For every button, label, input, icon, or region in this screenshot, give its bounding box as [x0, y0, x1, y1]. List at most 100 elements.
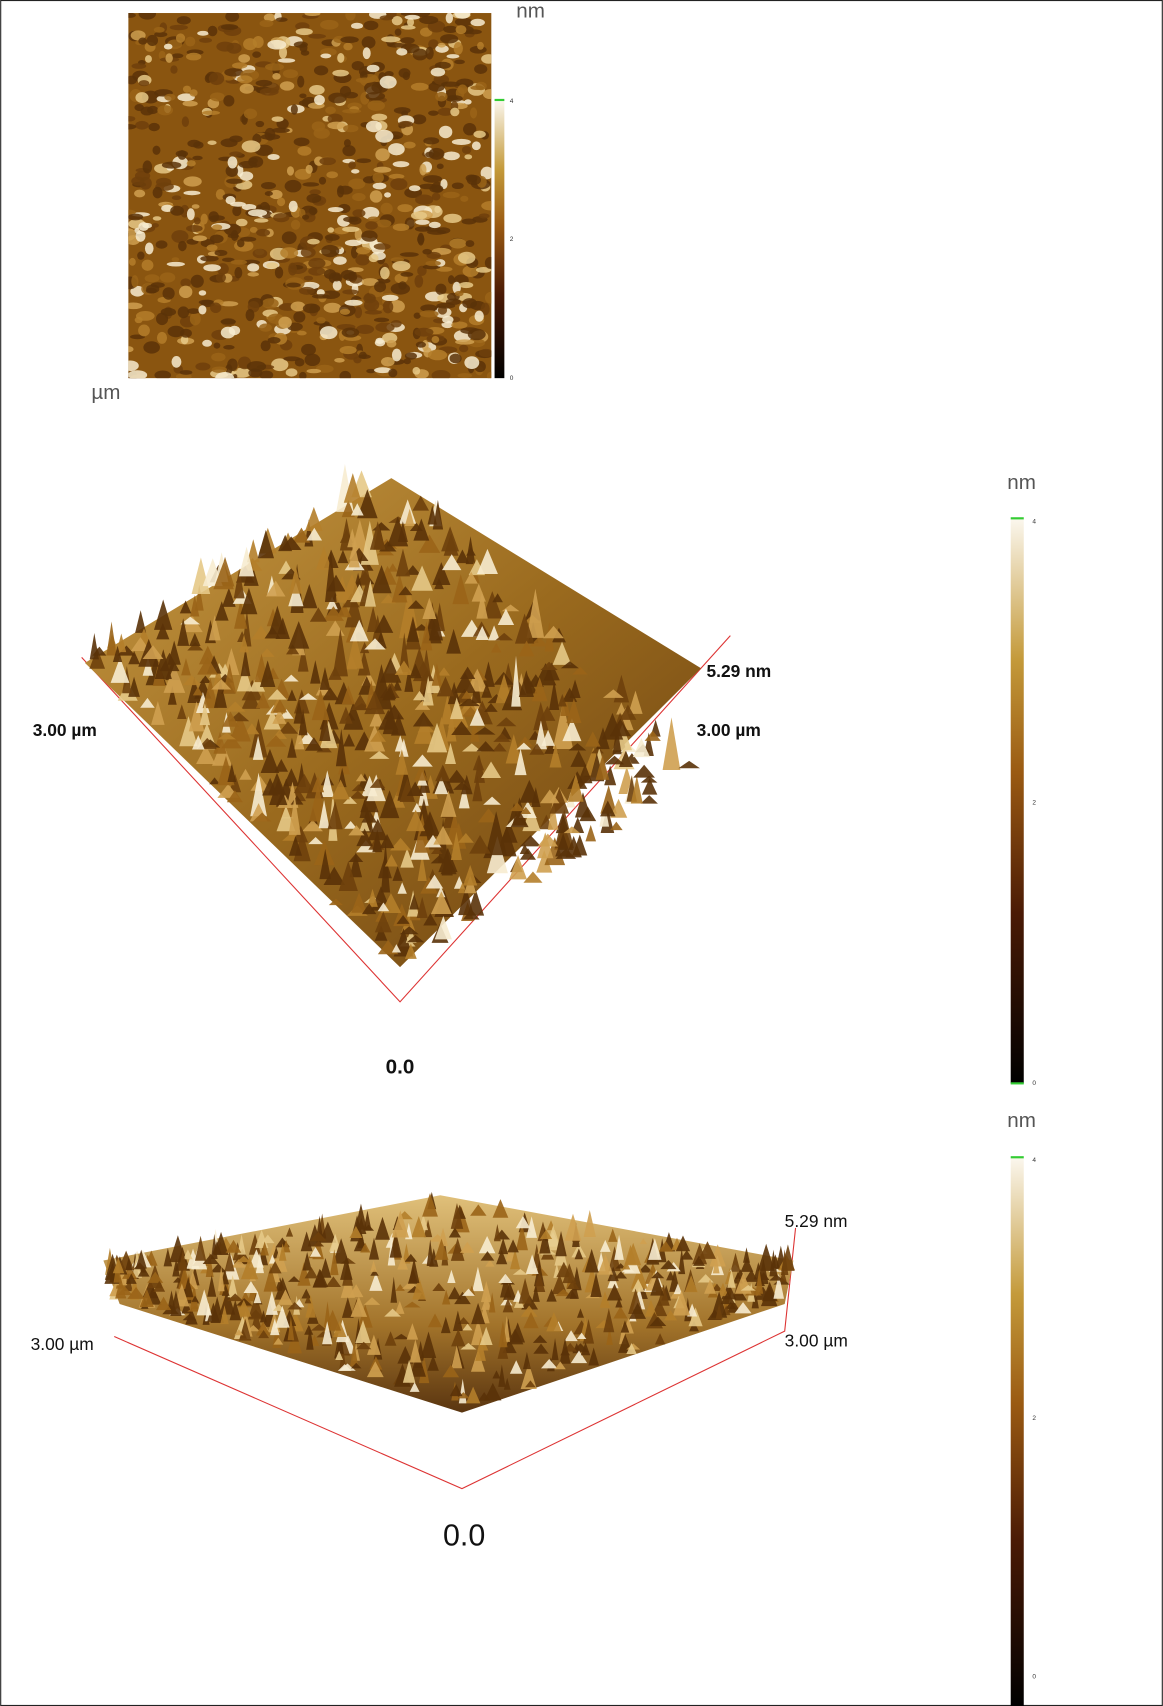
grain [411, 83, 429, 91]
grain [397, 204, 412, 212]
grain [409, 185, 421, 191]
grain [381, 36, 400, 42]
grain [172, 53, 184, 58]
grain [435, 284, 446, 295]
grain [247, 272, 259, 276]
grain [417, 235, 424, 245]
grain [384, 192, 391, 197]
grain [401, 25, 416, 29]
grain [445, 95, 462, 102]
unit-label: nm [1007, 1109, 1036, 1132]
grain [202, 340, 212, 347]
grain [374, 318, 389, 323]
grain [234, 267, 242, 278]
grain [432, 336, 440, 343]
unit-label: nm [1007, 471, 1036, 494]
grain [243, 38, 257, 50]
grain [306, 194, 321, 203]
grain [392, 349, 402, 362]
grain [324, 303, 342, 313]
grain [299, 44, 307, 53]
grain [272, 128, 290, 133]
grain [226, 178, 243, 183]
grain [348, 217, 361, 225]
grain [448, 275, 455, 284]
grain [193, 141, 203, 148]
grain [182, 116, 189, 127]
grain [170, 65, 177, 73]
grain [268, 154, 280, 160]
grain [145, 242, 154, 254]
colorbar-tick: 4 [1032, 518, 1036, 525]
grain [253, 249, 268, 259]
grain [172, 257, 180, 262]
grain [413, 367, 421, 375]
grain [376, 219, 391, 227]
grain [197, 31, 209, 36]
grain [475, 82, 486, 90]
grain [356, 158, 371, 163]
grain [454, 60, 465, 65]
grain [227, 43, 242, 54]
grain [162, 162, 181, 169]
grain [423, 137, 439, 144]
grain [321, 245, 339, 257]
grain [337, 53, 344, 63]
grain [387, 43, 406, 48]
grain [210, 302, 221, 313]
grain [160, 272, 175, 282]
grain [342, 109, 361, 113]
grain [387, 340, 397, 348]
grain [142, 260, 154, 271]
grain [416, 342, 426, 348]
grain [337, 185, 344, 197]
colorbar-tick: 2 [1032, 1415, 1036, 1422]
z-max-label: 5.29 nm [785, 1211, 848, 1231]
grain [370, 190, 383, 202]
grain [437, 164, 444, 170]
grain [361, 230, 377, 241]
x-length-label: 3.00 µm [31, 1334, 94, 1354]
grain [355, 255, 369, 266]
grain [294, 138, 310, 147]
grain [459, 282, 473, 288]
grain [194, 217, 201, 224]
grain [429, 222, 441, 228]
grain [400, 37, 414, 44]
grain [340, 36, 358, 43]
grain [393, 161, 410, 167]
grain [278, 58, 295, 63]
grain [456, 25, 467, 34]
grain [438, 43, 446, 48]
grain [405, 15, 420, 20]
grain [287, 166, 294, 175]
grain [266, 262, 278, 268]
grain [464, 356, 479, 369]
grain [180, 370, 193, 375]
grain [132, 63, 147, 69]
grain [199, 38, 212, 43]
grain [451, 321, 467, 328]
grain [154, 27, 165, 33]
grain [342, 145, 355, 156]
grain [474, 64, 487, 74]
grain [332, 273, 341, 281]
grain [364, 21, 379, 30]
grain [247, 361, 266, 372]
grain [291, 302, 306, 312]
grain [183, 101, 198, 107]
colorbar [1011, 518, 1024, 1083]
grain [428, 110, 438, 115]
grain [231, 260, 248, 265]
colorbar [1011, 1157, 1024, 1706]
grain [367, 65, 380, 72]
grain [230, 202, 246, 207]
grain [388, 369, 397, 378]
grain [403, 142, 415, 149]
grain [138, 38, 147, 45]
grain [156, 178, 171, 187]
grain [214, 250, 227, 256]
grain [212, 224, 222, 230]
grain [333, 256, 347, 264]
grain [423, 175, 442, 183]
